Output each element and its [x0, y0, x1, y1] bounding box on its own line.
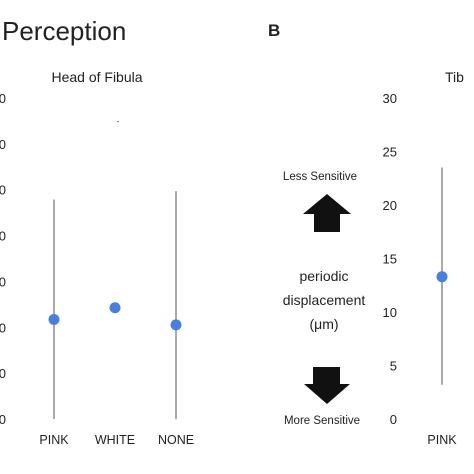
data-point [436, 271, 448, 283]
more-sensitive-label: More Sensitive [284, 415, 360, 427]
y-tick-label: 20 [383, 198, 397, 213]
y-tick-label: 0 [0, 320, 6, 335]
chart2-title: Tib [445, 69, 464, 85]
chart1-stray-mark: - [117, 117, 120, 126]
displacement-label: displacement [283, 292, 366, 308]
less-sensitive-label: Less Sensitive [283, 171, 357, 183]
x-tick-label: NONE [158, 433, 194, 447]
down-arrow-icon [304, 367, 350, 404]
y-tick-label: 0 [0, 183, 6, 198]
y-tick-label: 5 [390, 359, 397, 374]
x-tick-label: PINK [39, 433, 69, 447]
y-tick-label: 0 [0, 366, 6, 381]
y-tick-label: 0 [0, 274, 6, 289]
data-point [48, 313, 60, 325]
y-tick-label: 0 [0, 137, 6, 152]
periodic-label: periodic [299, 268, 348, 284]
unit-label: (μm) [309, 316, 338, 332]
chart-tib: Tib 0 5 10 15 20 25 30 PINK [383, 69, 465, 447]
y-tick-label: 25 [383, 145, 397, 160]
data-point [109, 302, 121, 314]
up-arrow-icon [303, 194, 351, 232]
y-tick-label: 0 [0, 412, 6, 427]
y-tick-label: 15 [383, 252, 397, 267]
y-tick-label: 30 [383, 91, 397, 106]
data-point [170, 319, 182, 331]
sensitivity-legend: Less Sensitive periodic displacement (μm… [283, 171, 366, 427]
panel-title: Perception [2, 16, 126, 46]
x-tick-label: WHITE [95, 433, 135, 447]
panel-b-label: B [268, 21, 280, 40]
x-tick-label: PINK [427, 433, 457, 447]
y-tick-label: 10 [383, 305, 397, 320]
chart1-title: Head of Fibula [51, 69, 142, 85]
y-tick-label: 0 [0, 229, 6, 244]
chart-head-of-fibula: Head of Fibula - 0 0 0 0 0 0 0 0 PINK WHITE NONE [0, 69, 194, 447]
y-tick-label: 0 [390, 412, 397, 427]
y-tick-label: 0 [0, 91, 6, 106]
